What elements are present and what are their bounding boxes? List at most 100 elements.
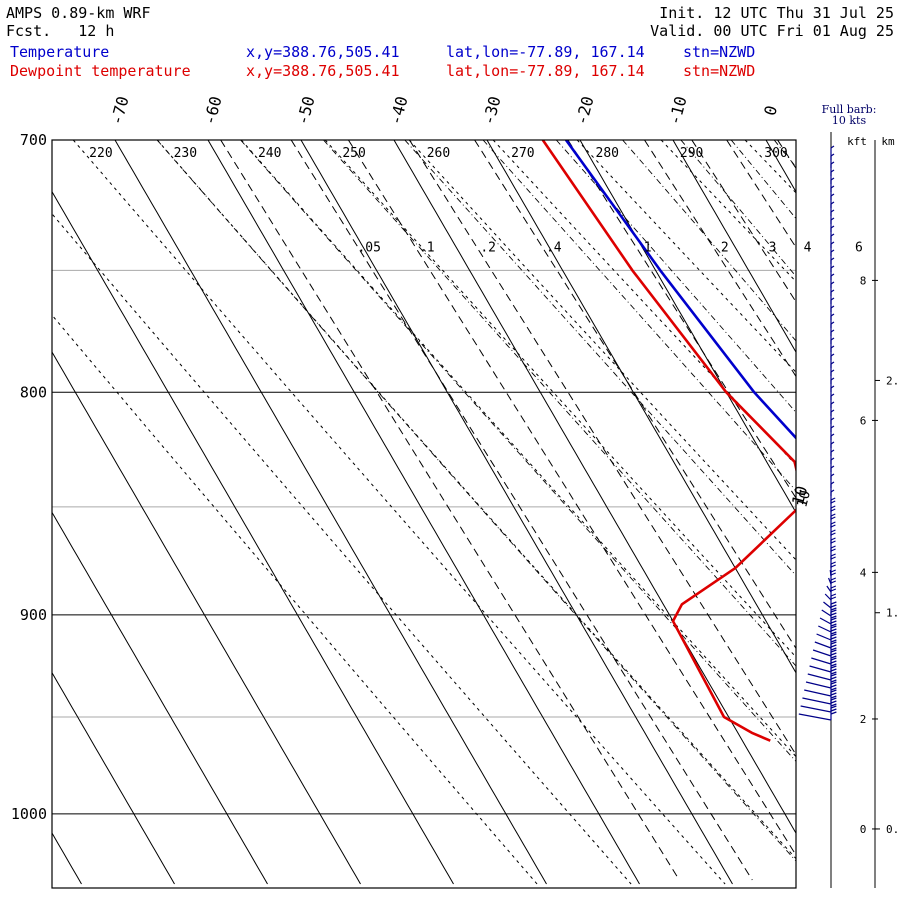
wind-barb-spread — [802, 697, 832, 705]
mixing-ratio-label: 2 — [721, 240, 729, 255]
init-time: Init. 12 UTC Thu 31 Jul 25 — [659, 4, 894, 22]
kft-axis-title: kft — [847, 135, 867, 148]
barb-scale-label: 10 — [794, 489, 814, 509]
theta-label: 280 — [596, 146, 619, 161]
isotherm-line — [52, 671, 175, 885]
wind-barb-feather — [830, 561, 836, 565]
mixing-ratio-line — [347, 140, 796, 857]
wind-barb-feather — [830, 241, 835, 245]
dry-adiabat-line — [408, 140, 796, 561]
wind-barb-feather — [830, 692, 837, 696]
wind-barb-feather — [830, 695, 837, 699]
wind-barb-feather — [830, 545, 836, 549]
wind-barb-feather — [830, 639, 837, 643]
wind-barb-spread — [807, 673, 832, 681]
dry-adiabat-line — [576, 140, 796, 373]
pressure-label: 800 — [20, 383, 47, 401]
wind-barb-feather — [830, 313, 835, 317]
wind-barb-feather — [830, 625, 837, 629]
wind-barb-feather — [830, 649, 837, 653]
wind-barb-feather — [830, 580, 837, 584]
wind-barb-spread — [812, 649, 832, 657]
wind-barb-feather — [830, 655, 837, 659]
barb-legend-title: Full barb: 10 kts — [814, 104, 884, 126]
legend-dewpoint-station: stn=NZWD — [683, 62, 756, 80]
wind-barb-feather — [830, 679, 837, 683]
mixing-ratio-label: .4 — [546, 240, 562, 255]
km-axis-title: km — [881, 135, 895, 148]
wind-barb-feather — [830, 193, 835, 197]
theta-label: 300 — [764, 146, 787, 161]
theta-label: 270 — [511, 146, 534, 161]
wind-barb-feather — [830, 532, 836, 536]
wind-barb-feather — [830, 433, 835, 437]
wind-barb-feather — [830, 321, 835, 325]
wind-barb-feather — [830, 623, 837, 627]
isotherm-line — [672, 140, 796, 354]
wind-barb-feather — [830, 505, 836, 509]
wind-barb-feather — [830, 201, 835, 205]
wind-barb-feather — [830, 564, 836, 568]
wind-barb-spread — [809, 665, 832, 673]
wind-barb-feather — [830, 593, 837, 597]
wind-barb-feather — [830, 417, 835, 421]
isotherm-line — [52, 351, 361, 885]
kft-tick-label: 0 — [860, 823, 867, 836]
wind-barb-spread — [821, 609, 832, 617]
wind-barb-spread — [816, 633, 832, 641]
dry-adiabat-line — [660, 140, 796, 283]
wind-barb-feather — [830, 556, 836, 560]
wind-barb-spread — [804, 689, 832, 697]
isotherm-line — [393, 140, 796, 835]
wind-barb-feather — [830, 425, 835, 429]
km-tick-label: 0. — [886, 823, 899, 836]
dry-adiabat-line — [240, 140, 796, 758]
wind-barb-feather — [830, 708, 837, 712]
mixing-ratio-line — [474, 140, 796, 650]
dry-adiabat-line — [492, 140, 796, 466]
wind-barbs — [798, 145, 837, 721]
mixing-ratio-label: 4 — [804, 240, 812, 255]
isotherm-label: 0 — [760, 103, 781, 117]
isotherm-line — [207, 140, 640, 885]
wind-barb-feather — [830, 641, 837, 645]
mixing-ratio-line — [220, 140, 680, 881]
wind-barb-feather — [830, 377, 835, 381]
wind-barb-feather — [830, 612, 837, 616]
wind-barb-spread — [814, 641, 832, 649]
wind-barb-feather — [830, 281, 835, 285]
dry-adiabat-line — [52, 314, 538, 885]
dry-adiabat-line — [156, 140, 796, 860]
wind-barb-feather — [830, 345, 835, 349]
isotherm-line — [52, 190, 454, 885]
wind-barb-feather — [830, 145, 835, 149]
wind-barb-feather — [830, 297, 835, 301]
legend-temperature-latlon: lat,lon=-77.89, 167.14 — [446, 43, 645, 61]
wind-barb-feather — [830, 521, 836, 525]
wind-barb-feather — [830, 604, 837, 608]
wind-barb-feather — [830, 681, 837, 685]
model-name: AMPS 0.89-km WRF — [6, 4, 151, 22]
isotherm-label: -40 — [386, 94, 412, 127]
legend-dewpoint-latlon: lat,lon=-77.89, 167.14 — [446, 62, 645, 80]
wind-barb-feather — [830, 225, 835, 229]
wind-barb-feather — [830, 209, 835, 213]
wind-barb-feather — [830, 353, 835, 357]
plot-frame — [51, 139, 797, 889]
moist-adiabat-line — [240, 140, 796, 763]
isotherm-line — [579, 140, 796, 514]
mixing-ratio-line — [567, 140, 796, 499]
wind-barb-feather — [830, 665, 837, 669]
isotherm-label: -50 — [293, 94, 319, 127]
legend-temperature-name: Temperature — [10, 43, 110, 61]
pressure-label: 900 — [20, 606, 47, 624]
isotherm-label: -60 — [200, 94, 226, 127]
wind-barb-spread — [805, 681, 832, 689]
dry-adiabat-line — [72, 140, 726, 885]
moist-adiabat-line — [680, 140, 796, 278]
wind-barb-feather — [830, 369, 835, 373]
theta-label: 230 — [174, 146, 197, 161]
isotherm-label: 10 — [788, 484, 811, 508]
wind-barb-spread — [798, 713, 832, 721]
theta-label: 250 — [342, 146, 365, 161]
